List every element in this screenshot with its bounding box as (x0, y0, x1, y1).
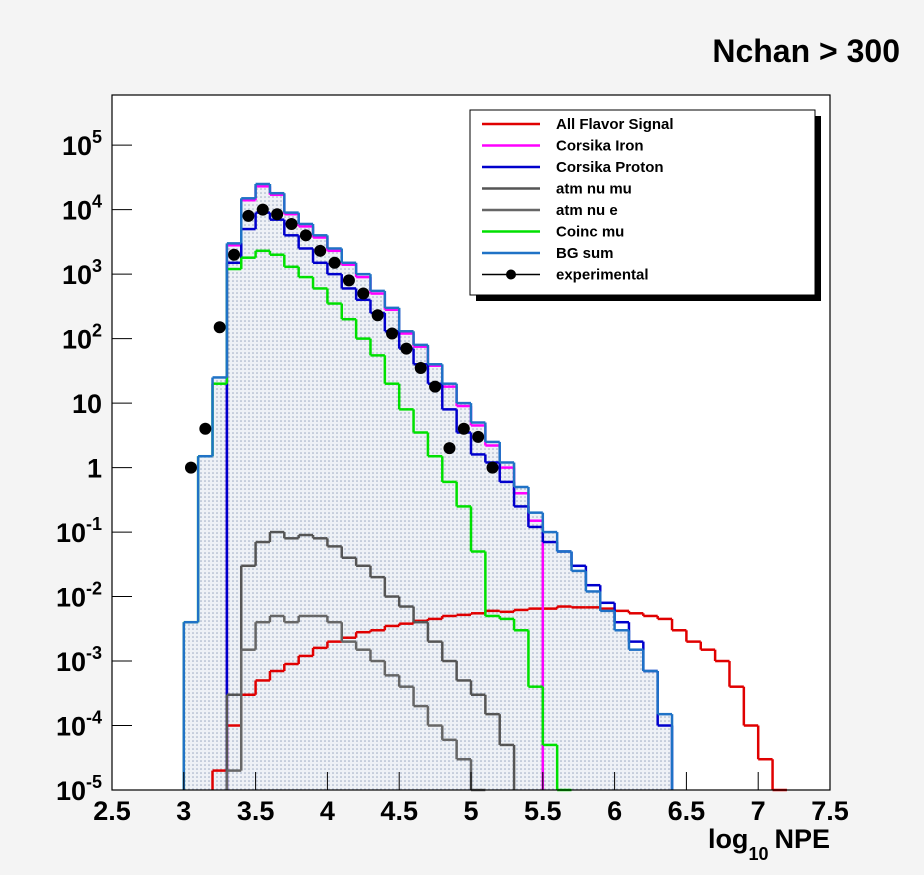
y-tick-label: 10-5 (56, 772, 102, 806)
data-point (314, 244, 327, 257)
y-tick-label: 102 (62, 321, 102, 355)
y-tick-label: 104 (62, 192, 102, 226)
data-point (199, 422, 212, 435)
x-axis-label-sub: 10 (748, 844, 768, 864)
y-tick-label: 10-2 (56, 579, 102, 613)
histogram (225, 530, 516, 790)
x-tick-label: 7 (751, 796, 766, 826)
legend-box (469, 109, 816, 296)
x-tick-label: 6 (607, 796, 622, 826)
data-point (328, 256, 341, 269)
y-tick-base: 10 (56, 712, 86, 742)
legend-label: Corsika Iron (556, 138, 644, 155)
data-point (213, 321, 226, 334)
data-point (371, 309, 384, 322)
data-point (299, 229, 312, 242)
data-point (271, 208, 284, 221)
y-tick-label: 103 (62, 256, 102, 290)
y-tick-exponent: -1 (86, 514, 102, 534)
y-tick-base: 10 (56, 776, 86, 806)
y-tick-label: 1 (87, 454, 102, 484)
y-tick-exponent: 5 (92, 127, 102, 147)
marks (182, 182, 787, 792)
y-tick-exponent: -4 (86, 708, 102, 728)
y-tick-base: 10 (56, 583, 86, 613)
x-tick-label: 5.5 (524, 796, 562, 826)
data-points (184, 203, 499, 474)
x-tick-label: 5 (463, 796, 478, 826)
legend-label: Corsika Proton (556, 159, 664, 176)
data-point (386, 327, 399, 340)
y-tick-exponent: -3 (86, 643, 102, 663)
y-tick-exponent: -5 (86, 772, 102, 792)
legend-label: atm nu mu (556, 181, 632, 198)
y-tick-label: 105 (62, 127, 102, 161)
data-point (357, 287, 370, 300)
y-tick-base: 10 (56, 518, 86, 548)
data-point (443, 442, 456, 455)
y-tick-label: 10 (72, 389, 102, 419)
bg-fill (183, 183, 673, 790)
data-point (457, 422, 470, 435)
y-tick-exponent: -2 (86, 579, 102, 599)
x-axis-label-part: NPE (774, 824, 830, 854)
data-point (429, 380, 442, 393)
data-point (184, 461, 197, 474)
x-axis-label: log10 NPE (708, 824, 830, 864)
histogram (182, 182, 674, 790)
histogram (225, 614, 486, 792)
y-tick-base: 10 (62, 260, 92, 290)
y-tick-base: 10 (56, 647, 86, 677)
legend-label: experimental (556, 267, 649, 284)
legend-marker (506, 269, 516, 280)
data-point (285, 217, 298, 230)
legend-label: Coinc mu (556, 224, 624, 241)
data-point (342, 274, 355, 287)
legend-label: BG sum (556, 245, 614, 262)
data-point (256, 203, 269, 216)
y-tick-exponent: 2 (92, 321, 102, 341)
x-tick-label: 4.5 (380, 796, 418, 826)
legend: All Flavor Signal Corsika Iron Corsika Pro… (469, 109, 821, 301)
data-point (414, 362, 427, 375)
y-tick-base: 10 (62, 131, 92, 161)
x-tick-label: 2.5 (93, 796, 131, 826)
y-tick-exponent: 3 (92, 256, 102, 276)
x-tick-label: 3.5 (237, 796, 275, 826)
data-point (228, 248, 241, 261)
y-tick-label: 10-1 (56, 514, 102, 548)
legend-label: All Flavor Signal (556, 116, 674, 133)
x-tick-label: 6.5 (668, 796, 706, 826)
y-tick-base: 10 (62, 196, 92, 226)
legend-label: atm nu e (556, 202, 618, 219)
x-tick-label: 7.5 (811, 796, 849, 826)
x-tick-label: 4 (320, 796, 335, 826)
data-point (472, 430, 485, 443)
data-point (486, 461, 499, 474)
x-axis-label-part: log (708, 824, 749, 854)
chart-title: Nchan > 300 (712, 33, 900, 69)
y-tick-label: 10-4 (56, 708, 102, 742)
y-tick-label: 10-3 (56, 643, 102, 677)
x-tick-label: 3 (176, 796, 191, 826)
y-tick-exponent: 4 (92, 192, 102, 212)
data-point (400, 342, 413, 355)
data-point (242, 209, 255, 222)
y-tick-base: 10 (62, 325, 92, 355)
